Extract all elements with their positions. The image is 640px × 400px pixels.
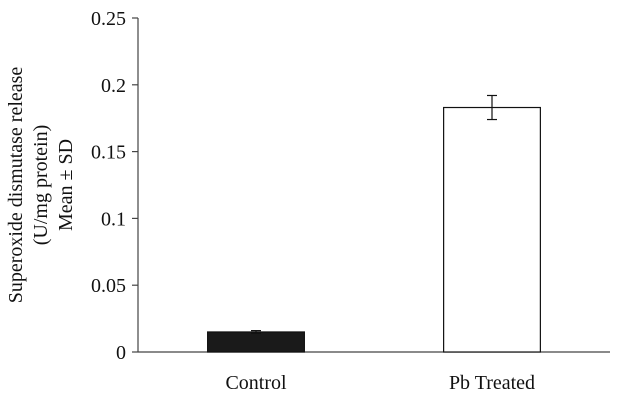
x-category-labels: Control Pb Treated [225,372,535,394]
y-tick-label: 0.05 [91,275,126,297]
y-axis-label-line: Superoxide dismutase release [5,67,27,304]
error-bars [251,94,497,334]
bar-control [207,331,305,353]
bars [207,106,541,353]
x-category-label: Control [225,372,287,394]
y-tick-label: 0 [116,342,126,364]
y-axis-label-line: Mean ± SD [55,139,77,231]
bar-pb-treated [443,106,541,353]
y-axis: 0 0.05 0.1 0.15 0.2 0.25 [91,8,139,364]
y-axis-label-line: (U/mg protein) [30,125,52,246]
y-tick-label: 0.1 [101,208,126,230]
y-tick-label: 0.2 [101,75,126,97]
y-axis-label: Superoxide dismutase release (U/mg protei… [5,67,77,304]
y-tick-label: 0.15 [91,142,126,164]
y-tick-label: 0.25 [91,8,126,30]
x-category-label: Pb Treated [449,372,535,394]
